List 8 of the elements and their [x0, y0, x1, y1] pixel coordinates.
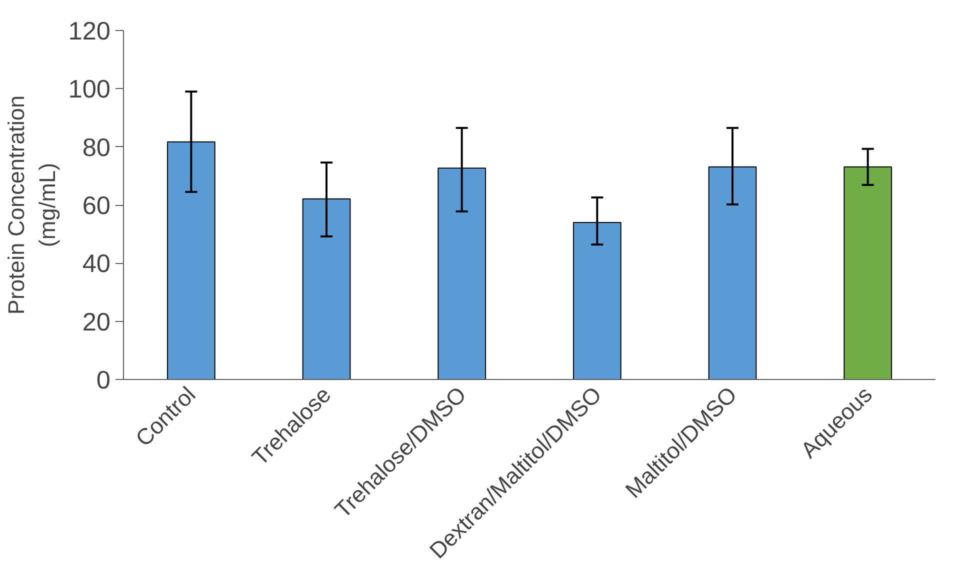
- y-tick-label: 40: [82, 250, 111, 278]
- y-tick-label: 80: [82, 134, 111, 162]
- y-tick-label: 20: [82, 308, 111, 336]
- y-tick-label: 0: [96, 366, 111, 394]
- y-tick-label: 60: [82, 192, 111, 220]
- y-tick-label: 120: [68, 18, 111, 46]
- y-axis-title: Protein Concentration (mg/mL): [3, 95, 60, 315]
- y-tick-label: 100: [68, 76, 111, 104]
